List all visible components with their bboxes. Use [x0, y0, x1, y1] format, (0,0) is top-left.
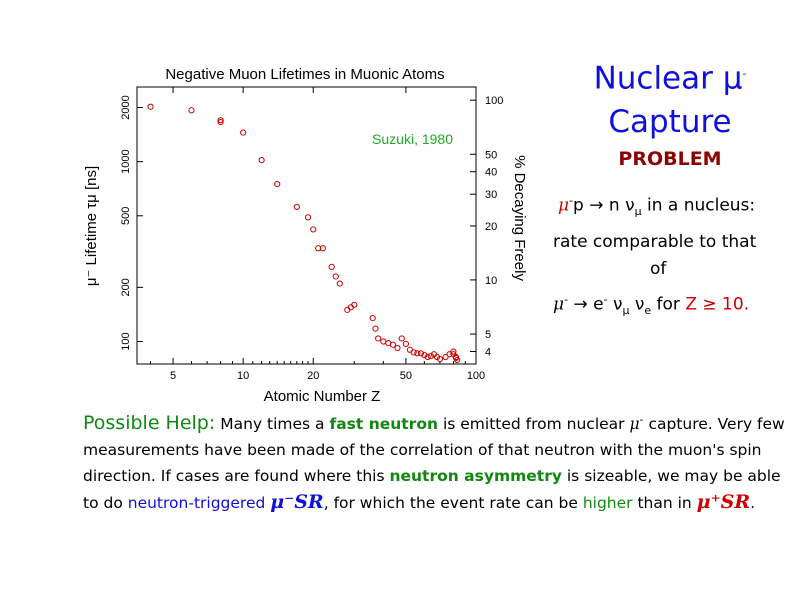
- y-tick-label: 1000: [120, 149, 132, 173]
- possible-help-label: Possible Help:: [83, 412, 216, 435]
- x-axis-label: Atomic Number Z: [264, 388, 381, 405]
- higher: higher: [582, 494, 633, 513]
- problem-heading: PROBLEM: [618, 148, 722, 171]
- possible-help-paragraph: Possible Help: Many times a fast neutron…: [83, 412, 785, 514]
- y-tick-label: 200: [120, 278, 132, 296]
- data-point: [427, 352, 434, 360]
- data-point: [310, 226, 317, 233]
- data-point: [442, 353, 449, 361]
- y2-tick-label: 20: [485, 221, 497, 233]
- y2-tick-label: 5: [485, 329, 491, 341]
- y-tick-label: 100: [120, 332, 132, 350]
- tick-group: 5 10 20 50 100 100 200 500 1000 2000 100 50 40 30 20 10…: [120, 87, 503, 382]
- data-point: [436, 355, 444, 363]
- data-point: [217, 118, 224, 126]
- data-point: [372, 325, 379, 332]
- data-point: [402, 340, 410, 348]
- data-point: [410, 349, 417, 356]
- data-point: [274, 181, 281, 188]
- data-point: [417, 350, 425, 357]
- plot-frame: [136, 86, 477, 365]
- y2-tick-label: 10: [485, 275, 497, 287]
- musr-positive: μ⁺SR: [696, 491, 751, 514]
- data-point: [328, 263, 335, 270]
- data-point: [398, 335, 405, 342]
- data-point: [217, 117, 224, 124]
- data-point: [147, 103, 154, 110]
- y2-tick-label: 50: [485, 149, 497, 161]
- of-line: of: [650, 259, 667, 279]
- data-point: [389, 341, 397, 348]
- x-tick-label: 50: [400, 370, 412, 382]
- x-tick-label: 10: [237, 370, 249, 382]
- slide-title: Nuclear μ- Capture PROBLEM: [555, 52, 785, 170]
- data-point: [293, 203, 300, 211]
- rate-line: rate comparable to that: [553, 232, 757, 252]
- data-point: [450, 348, 457, 355]
- decay-line: μ- → e- νμ νe for Z ≥ 10.: [553, 293, 750, 318]
- data-point: [369, 314, 376, 322]
- annotation-suzuki: Suzuki, 1980: [372, 131, 453, 147]
- chart-title: Negative Muon Lifetimes in Muonic Atoms: [165, 66, 444, 83]
- data-point: [454, 356, 461, 364]
- data-point: [336, 280, 343, 287]
- musr-negative: μ⁻SR: [270, 491, 324, 514]
- data-point: [258, 156, 265, 164]
- data-point: [319, 245, 326, 252]
- chart: Negative Muon Lifetimes in Muonic Atoms …: [83, 66, 528, 405]
- neutron-triggered: neutron-triggered: [127, 494, 266, 513]
- y2-tick-label: 40: [485, 167, 497, 179]
- x-tick-label: 100: [467, 370, 485, 382]
- data-point: [421, 352, 428, 359]
- y2-axis-label: % Decaying Freely: [511, 155, 528, 281]
- data-points: [147, 103, 461, 364]
- data-point: [332, 273, 339, 280]
- neutron-asymmetry: neutron asymmetry: [389, 467, 562, 486]
- title-line-1: Nuclear μ-: [593, 60, 747, 97]
- data-point: [188, 107, 195, 114]
- y-axis-label: μ⁻ Lifetime τμ [ns]: [83, 166, 100, 286]
- x-tick-label: 5: [170, 370, 176, 382]
- data-point: [351, 301, 358, 308]
- y2-tick-label: 4: [485, 347, 491, 359]
- data-point: [394, 344, 401, 352]
- data-point: [375, 335, 382, 342]
- fast-neutron: fast neutron: [329, 415, 439, 434]
- data-point: [424, 353, 431, 361]
- title-line-2: Capture: [608, 104, 732, 141]
- y2-tick-label: 30: [485, 189, 497, 201]
- y-tick-label: 500: [120, 207, 132, 225]
- data-point: [304, 214, 312, 221]
- reaction-line: μ-p → n νμ in a nucleus:: [558, 194, 756, 219]
- data-point: [240, 129, 247, 136]
- y-tick-label: 2000: [120, 95, 132, 119]
- data-point: [414, 350, 421, 357]
- y2-tick-label: 100: [485, 95, 503, 107]
- x-tick-label: 20: [307, 370, 319, 382]
- data-point: [380, 338, 387, 345]
